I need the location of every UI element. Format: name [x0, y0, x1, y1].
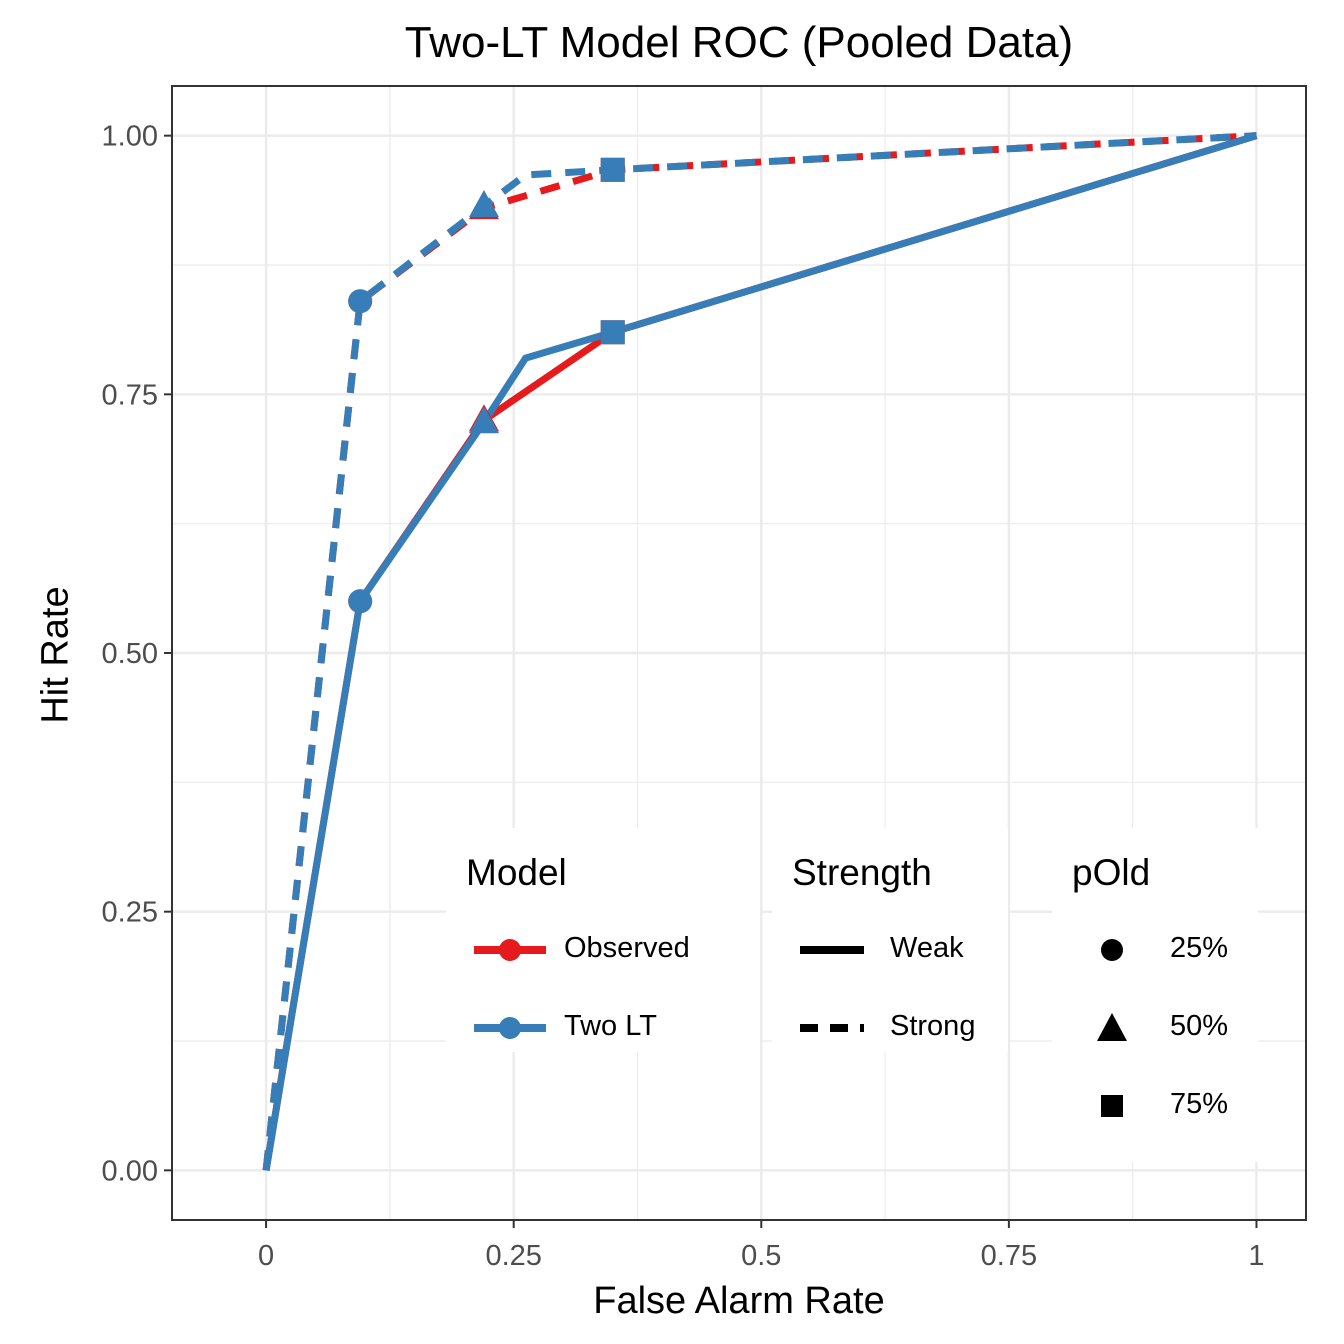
marker-layer: [348, 157, 625, 614]
legend-label-25: 25%: [1170, 932, 1229, 964]
legend-label-weak: Weak: [890, 932, 964, 964]
chart-title: Two-LT Model ROC (Pooled Data): [404, 18, 1074, 67]
y-tick-label: 0.00: [102, 1155, 158, 1187]
point-circle-two-lt-weak: [348, 589, 373, 614]
point-square-two-lt-strong: [600, 157, 625, 182]
x-tick-label: 0: [258, 1240, 274, 1272]
legend-model-title: Model: [466, 852, 567, 893]
legend-key-two-lt: [474, 1017, 546, 1039]
legend-label-75: 75%: [1170, 1088, 1229, 1120]
legend-pold-title: pOld: [1072, 852, 1151, 893]
legend-key-square-icon: [1101, 1095, 1123, 1117]
y-tick-label: 0.75: [102, 379, 158, 411]
series-line-two-lt-strong: [262, 132, 1257, 1171]
y-axis: 0.00 0.25 0.50 0.75 1.00: [102, 121, 172, 1187]
y-tick-label: 0.50: [102, 638, 158, 670]
point-triangle-two-lt-strong: [468, 190, 499, 218]
legend-key-circle-icon: [1101, 939, 1123, 961]
x-tick-label: 0.75: [981, 1240, 1037, 1272]
legend-label-two-lt: Two LT: [564, 1010, 657, 1042]
legend-key-observed: [474, 939, 546, 961]
y-tick-label: 0.25: [102, 897, 158, 929]
y-axis-label: Hit Rate: [34, 586, 77, 724]
x-tick-label: 0.25: [485, 1240, 541, 1272]
y-tick-label: 1.00: [102, 121, 158, 153]
legend-pold: pOld 25% 50% 75%: [1052, 828, 1258, 1162]
series-line-two-lt-weak: [262, 132, 1258, 1171]
legend-key-strong: [800, 1024, 864, 1032]
legend-model: Model Observed Two LT: [446, 828, 760, 1052]
x-axis-label: False Alarm Rate: [593, 1280, 885, 1322]
point-square-two-lt-weak: [600, 320, 625, 345]
point-circle-two-lt-strong: [348, 289, 373, 314]
legend-strength: Strength Weak Strong: [772, 828, 1008, 1052]
legend-label-observed: Observed: [564, 932, 690, 964]
point-triangle-two-lt-weak: [468, 406, 499, 434]
x-tick-label: 0.5: [741, 1240, 781, 1272]
legend-label-50: 50%: [1170, 1010, 1229, 1042]
legend-strength-title: Strength: [792, 852, 932, 893]
x-tick-label: 1: [1248, 1240, 1264, 1272]
legend-key-weak: [800, 946, 864, 954]
legend-key-triangle-icon: [1097, 1013, 1127, 1041]
x-axis: 0 0.25 0.5 0.75 1: [258, 1220, 1265, 1272]
legend-label-strong: Strong: [890, 1010, 976, 1042]
